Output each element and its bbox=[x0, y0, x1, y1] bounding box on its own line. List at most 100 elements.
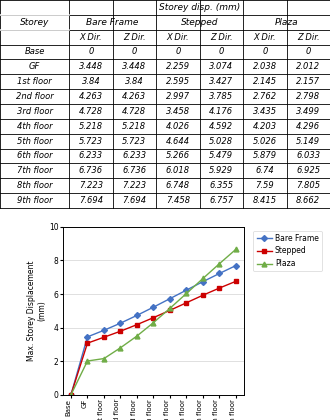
Text: 4.296: 4.296 bbox=[296, 122, 320, 131]
Plaza bbox=[85, 359, 89, 364]
Text: 5.929: 5.929 bbox=[209, 166, 233, 175]
Legend: Bare Frame, Stepped, Plaza: Bare Frame, Stepped, Plaza bbox=[253, 231, 322, 271]
Text: 7.805: 7.805 bbox=[296, 181, 320, 190]
Text: 2.997: 2.997 bbox=[166, 92, 190, 101]
Bare Frame bbox=[102, 328, 106, 333]
Text: 5.479: 5.479 bbox=[209, 152, 233, 160]
Text: 4th floor: 4th floor bbox=[17, 122, 52, 131]
Stepped bbox=[234, 279, 238, 284]
Text: 4.263: 4.263 bbox=[79, 92, 103, 101]
Text: 5th floor: 5th floor bbox=[17, 136, 52, 146]
Text: 8.415: 8.415 bbox=[253, 196, 277, 205]
Text: Plaza: Plaza bbox=[275, 18, 298, 27]
Text: 4.263: 4.263 bbox=[122, 92, 147, 101]
Text: 6.355: 6.355 bbox=[209, 181, 233, 190]
Stepped bbox=[217, 286, 221, 291]
Text: 3.448: 3.448 bbox=[79, 62, 103, 71]
Text: 6th floor: 6th floor bbox=[17, 152, 52, 160]
Text: 6.74: 6.74 bbox=[255, 166, 274, 175]
Text: 5.879: 5.879 bbox=[253, 152, 277, 160]
Text: 3.074: 3.074 bbox=[209, 62, 233, 71]
Plaza bbox=[118, 345, 122, 350]
Text: 3.435: 3.435 bbox=[253, 107, 277, 116]
Plaza bbox=[151, 320, 155, 325]
Text: 0: 0 bbox=[262, 47, 268, 56]
Text: 3.427: 3.427 bbox=[209, 77, 233, 86]
Bare Frame bbox=[69, 392, 73, 397]
Text: 0: 0 bbox=[175, 47, 181, 56]
Text: 8th floor: 8th floor bbox=[17, 181, 52, 190]
Stepped bbox=[168, 308, 172, 313]
Text: 4.728: 4.728 bbox=[79, 107, 103, 116]
Text: 5.149: 5.149 bbox=[296, 136, 320, 146]
Text: 4.203: 4.203 bbox=[253, 122, 277, 131]
Text: 2.259: 2.259 bbox=[166, 62, 190, 71]
Text: 7.59: 7.59 bbox=[255, 181, 274, 190]
Text: 5.266: 5.266 bbox=[166, 152, 190, 160]
Text: 3.448: 3.448 bbox=[122, 62, 147, 71]
Text: 5.723: 5.723 bbox=[122, 136, 147, 146]
Text: 4.026: 4.026 bbox=[166, 122, 190, 131]
Text: Z Dir.: Z Dir. bbox=[297, 33, 319, 42]
Stepped bbox=[201, 293, 205, 298]
Text: Base: Base bbox=[24, 47, 45, 56]
Plaza bbox=[69, 392, 73, 397]
Text: 2nd floor: 2nd floor bbox=[16, 92, 53, 101]
Plaza bbox=[217, 261, 221, 266]
Bare Frame bbox=[118, 320, 122, 326]
Text: 4.644: 4.644 bbox=[166, 136, 190, 146]
Text: 3.458: 3.458 bbox=[166, 107, 190, 116]
Text: 7.223: 7.223 bbox=[122, 181, 147, 190]
Text: 9th floor: 9th floor bbox=[17, 196, 52, 205]
Text: 2.762: 2.762 bbox=[253, 92, 277, 101]
Text: 3.785: 3.785 bbox=[209, 92, 233, 101]
Text: 2.038: 2.038 bbox=[253, 62, 277, 71]
Text: Z Dir.: Z Dir. bbox=[123, 33, 146, 42]
Text: 4.728: 4.728 bbox=[122, 107, 147, 116]
Line: Bare Frame: Bare Frame bbox=[69, 263, 238, 397]
Stepped bbox=[184, 300, 188, 305]
Text: 0: 0 bbox=[219, 47, 224, 56]
Text: 6.233: 6.233 bbox=[122, 152, 147, 160]
Text: 6.018: 6.018 bbox=[166, 166, 190, 175]
Text: Stepped: Stepped bbox=[181, 18, 218, 27]
Text: X Dir.: X Dir. bbox=[80, 33, 102, 42]
Plaza bbox=[168, 306, 172, 311]
Text: Storey: Storey bbox=[20, 18, 49, 27]
Text: 6.925: 6.925 bbox=[296, 166, 320, 175]
Text: 2.595: 2.595 bbox=[166, 77, 190, 86]
Text: 4.592: 4.592 bbox=[209, 122, 233, 131]
Text: Storey disp. (mm): Storey disp. (mm) bbox=[159, 3, 240, 12]
Text: 7.458: 7.458 bbox=[166, 196, 190, 205]
Bare Frame bbox=[234, 263, 238, 268]
Bare Frame bbox=[217, 271, 221, 276]
Bare Frame bbox=[201, 279, 205, 284]
Text: 0: 0 bbox=[306, 47, 311, 56]
Text: 3rd floor: 3rd floor bbox=[16, 107, 52, 116]
Bare Frame bbox=[135, 313, 139, 318]
Stepped bbox=[85, 341, 89, 346]
Plaza bbox=[201, 276, 205, 281]
Plaza bbox=[135, 333, 139, 339]
Text: 8.662: 8.662 bbox=[296, 196, 320, 205]
Text: 5.723: 5.723 bbox=[79, 136, 103, 146]
Stepped bbox=[135, 322, 139, 327]
Text: X Dir.: X Dir. bbox=[167, 33, 189, 42]
Stepped bbox=[102, 335, 106, 340]
Text: Z Dir.: Z Dir. bbox=[210, 33, 233, 42]
Text: 2.012: 2.012 bbox=[296, 62, 320, 71]
Text: 6.757: 6.757 bbox=[209, 196, 233, 205]
Text: 1st floor: 1st floor bbox=[17, 77, 52, 86]
Text: 5.028: 5.028 bbox=[209, 136, 233, 146]
Plaza bbox=[234, 247, 238, 252]
Text: 7th floor: 7th floor bbox=[17, 166, 52, 175]
Text: 2.157: 2.157 bbox=[296, 77, 320, 86]
Text: 7.223: 7.223 bbox=[79, 181, 103, 190]
Stepped bbox=[69, 392, 73, 397]
Bare Frame bbox=[85, 334, 89, 339]
Line: Plaza: Plaza bbox=[69, 247, 238, 397]
Text: 5.218: 5.218 bbox=[122, 122, 147, 131]
Text: 3.84: 3.84 bbox=[125, 77, 144, 86]
Text: 6.736: 6.736 bbox=[79, 166, 103, 175]
Text: 7.694: 7.694 bbox=[122, 196, 147, 205]
